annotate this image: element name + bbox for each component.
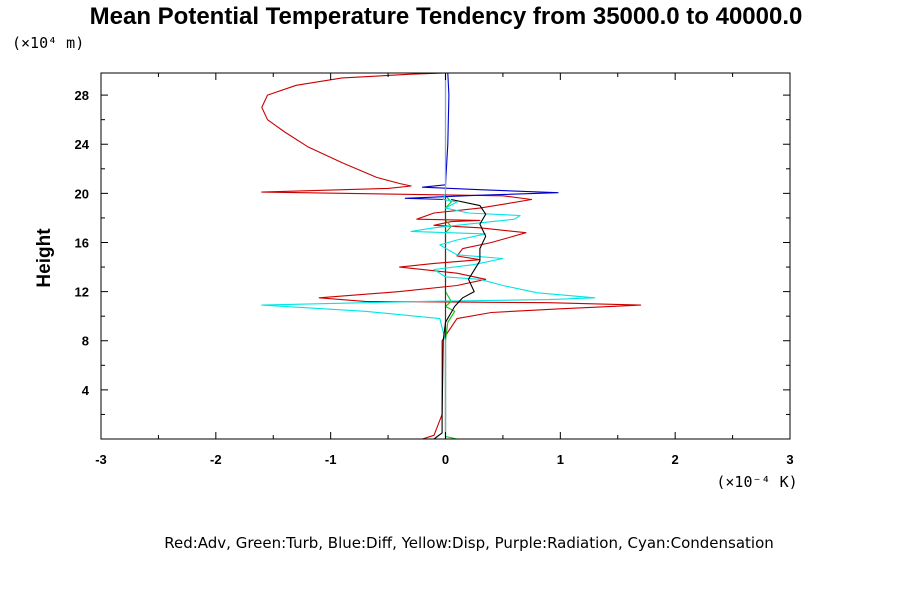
y-axis-label: Height	[34, 228, 55, 288]
x-tick-label: 3	[786, 452, 793, 467]
y-tick-label: 4	[82, 383, 90, 398]
series-layer	[261, 72, 642, 440]
legend-caption: Red:Adv, Green:Turb, Blue:Diff, Yellow:D…	[164, 534, 774, 552]
x-tick-label: 0	[442, 452, 449, 467]
y-tick-label: 24	[75, 137, 90, 152]
x-tick-label: -3	[95, 452, 107, 467]
x-tick-label: 1	[557, 452, 564, 467]
series-line-condensation	[261, 73, 596, 439]
series-line-adv	[261, 72, 642, 440]
series-line-total	[433, 198, 487, 440]
y-tick-label: 16	[75, 235, 89, 250]
y-unit-label: (×10⁴ m)	[12, 34, 84, 52]
series-line-diff	[404, 72, 559, 439]
y-tick-label: 28	[75, 88, 89, 103]
x-tick-label: -2	[210, 452, 222, 467]
x-unit-label: (×10⁻⁴ K)	[716, 473, 797, 491]
chart-title: Mean Potential Temperature Tendency from…	[90, 3, 803, 30]
x-tick-label: -1	[325, 452, 337, 467]
y-tick-label: 8	[82, 334, 89, 349]
y-tick-label: 20	[75, 186, 89, 201]
x-tick-label: 2	[672, 452, 679, 467]
y-tick-label: 12	[75, 285, 89, 300]
